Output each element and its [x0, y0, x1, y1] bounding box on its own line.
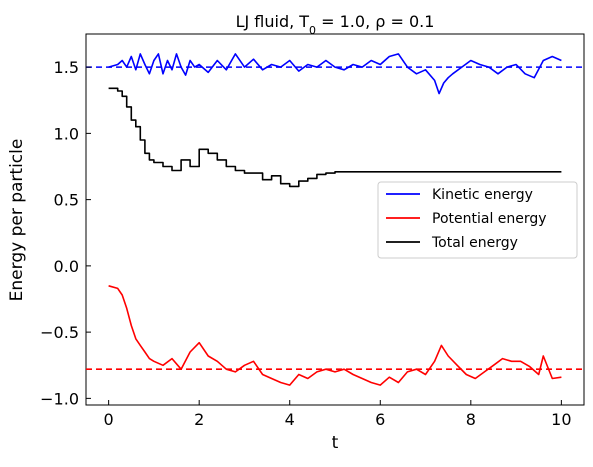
- y-axis-ticks: −1.0 −0.5 0.0 0.5 1.0 1.5: [40, 58, 91, 408]
- x-axis-label: t: [332, 433, 339, 453]
- chart-title: LJ fluid, T0 = 1.0, ρ = 0.1: [236, 12, 435, 37]
- y-tick-label: −0.5: [40, 323, 79, 342]
- y-tick-label: 1.5: [54, 58, 79, 77]
- y-tick-label: 1.0: [54, 124, 79, 143]
- x-axis-ticks: 0 2 4 6 8 10: [104, 400, 572, 429]
- legend-label: Total energy: [431, 235, 518, 251]
- legend-label: Potential energy: [432, 211, 547, 227]
- x-tick-label: 0: [104, 410, 114, 429]
- y-tick-label: −1.0: [40, 389, 79, 408]
- legend-box: [377, 181, 578, 259]
- series-line-potential-energy: [108, 285, 562, 386]
- series-line-total-energy: [108, 87, 562, 188]
- x-tick-label: 2: [194, 410, 204, 429]
- x-tick-label: 6: [375, 410, 385, 429]
- series-line-kinetic-energy: [108, 53, 562, 95]
- series-layer: [108, 53, 562, 386]
- y-axis-label: Energy per particle: [7, 139, 27, 302]
- x-tick-label: 4: [285, 410, 295, 429]
- legend: Kinetic energy Potential energy Total ener…: [377, 181, 578, 259]
- x-tick-label: 8: [466, 410, 476, 429]
- x-tick-label: 10: [551, 410, 571, 429]
- y-tick-label: 0.5: [54, 191, 79, 210]
- legend-label: Kinetic energy: [432, 187, 533, 203]
- reference-lines: [86, 66, 584, 371]
- y-tick-label: 0.0: [54, 257, 79, 276]
